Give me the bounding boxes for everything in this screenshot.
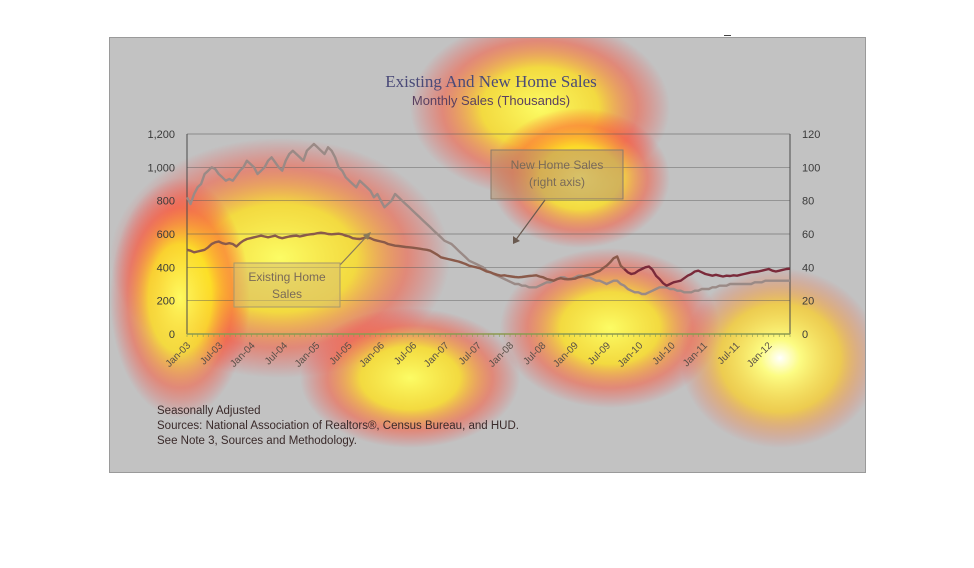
callout-arrow bbox=[339, 234, 369, 266]
chart-title: Existing And New Home Sales bbox=[385, 72, 597, 91]
left-axis-ticks: 0 200 400 600 800 1,000 1,200 bbox=[147, 129, 175, 341]
footnote-sources: Sources: National Association of Realtor… bbox=[157, 420, 519, 432]
left-tick-label: 800 bbox=[157, 196, 175, 208]
callout-line2: Sales bbox=[272, 287, 302, 301]
heat-spot bbox=[110, 178, 250, 418]
footnote-seasonally-adjusted: Seasonally Adjusted bbox=[157, 405, 261, 417]
left-tick-label: 0 bbox=[169, 329, 175, 341]
chart-subtitle: Monthly Sales (Thousands) bbox=[412, 93, 570, 108]
callout-box bbox=[490, 149, 624, 200]
right-tick-label: 80 bbox=[802, 196, 814, 208]
callout-arrowhead bbox=[363, 232, 371, 240]
callout-arrow bbox=[514, 199, 546, 242]
chart-svg: Existing And New Home Sales Monthly Sale… bbox=[110, 38, 865, 448]
callout-line2: (right axis) bbox=[529, 175, 585, 189]
heat-spot bbox=[680, 268, 865, 448]
footnote-methodology: See Note 3, Sources and Methodology. bbox=[157, 435, 357, 447]
new-home-sales-callout: New Home Sales (right axis) bbox=[490, 149, 624, 244]
left-tick-label: 200 bbox=[157, 296, 175, 308]
right-tick-label: 40 bbox=[802, 262, 814, 274]
left-tick-label: 1,000 bbox=[147, 162, 175, 174]
top-marker bbox=[724, 35, 731, 36]
right-tick-label: 20 bbox=[802, 296, 814, 308]
right-axis-ticks: 0 20 40 60 80 100 120 bbox=[802, 129, 820, 341]
callout-line1: New Home Sales bbox=[511, 158, 604, 172]
existing-home-sales-callout: Existing Home Sales bbox=[233, 232, 371, 308]
series-layer bbox=[185, 142, 791, 296]
series-line-existing-home-sales-recent bbox=[623, 265, 791, 287]
right-tick-label: 0 bbox=[802, 329, 808, 341]
series-line-existing-home-sales bbox=[186, 231, 626, 282]
callout-box bbox=[233, 262, 341, 308]
left-tick-label: 600 bbox=[157, 229, 175, 241]
left-tick-label: 1,200 bbox=[147, 129, 175, 141]
left-tick-label: 400 bbox=[157, 262, 175, 274]
right-tick-label: 60 bbox=[802, 229, 814, 241]
chart-frame: Existing And New Home Sales Monthly Sale… bbox=[109, 37, 866, 473]
right-tick-label: 100 bbox=[802, 162, 820, 174]
right-tick-label: 120 bbox=[802, 129, 820, 141]
callout-line1: Existing Home bbox=[248, 270, 326, 284]
heat-spot bbox=[300, 308, 520, 448]
callout-arrowhead bbox=[513, 236, 520, 244]
